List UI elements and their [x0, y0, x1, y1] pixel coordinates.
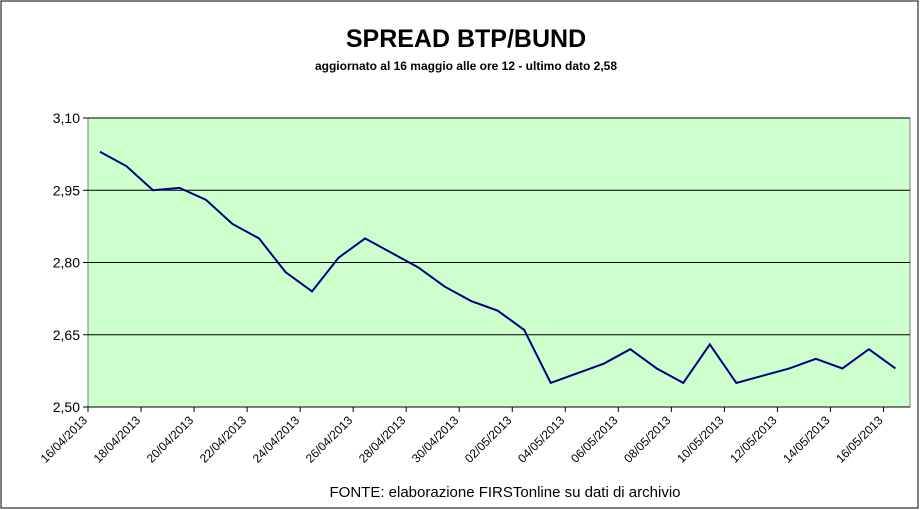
- y-tick-label: 3,10: [53, 110, 80, 126]
- chart-subtitle: aggiornato al 16 maggio alle ore 12 - ul…: [315, 59, 617, 73]
- y-tick-label: 2,80: [53, 255, 80, 271]
- y-tick-label: 2,50: [53, 399, 80, 415]
- source-note: FONTE: elaborazione FIRSTonline su dati …: [330, 484, 681, 501]
- chart-title: SPREAD BTP/BUND: [346, 25, 586, 53]
- y-tick-label: 2,65: [53, 327, 80, 343]
- data-line: [99, 150, 897, 385]
- y-tick-label: 2,95: [53, 182, 80, 198]
